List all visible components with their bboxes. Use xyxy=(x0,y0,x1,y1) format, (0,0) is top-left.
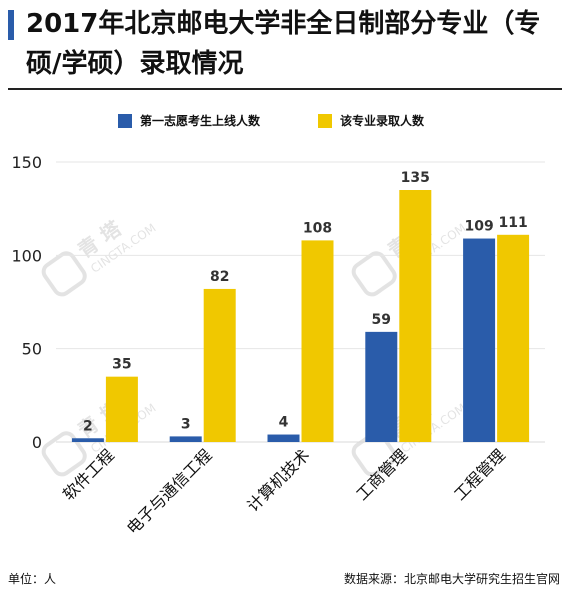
bar-series2 xyxy=(203,288,236,442)
legend-label-series1: 第一志愿考生上线人数 xyxy=(140,114,261,128)
y-tick-label: 150 xyxy=(11,153,42,172)
data-label: 108 xyxy=(303,220,332,236)
y-tick-label: 100 xyxy=(11,246,42,265)
data-label: 2 xyxy=(83,418,93,434)
data-label: 59 xyxy=(372,312,391,328)
legend-swatch-series2 xyxy=(318,113,332,128)
bar-series1 xyxy=(267,434,300,442)
bar-series1 xyxy=(365,331,398,442)
bar-series2 xyxy=(399,190,432,442)
bar-series1 xyxy=(169,436,202,442)
bar-series1 xyxy=(463,238,496,442)
watermark-logo-icon xyxy=(41,431,87,477)
data-label: 82 xyxy=(210,269,229,285)
bar-series2 xyxy=(497,234,530,442)
bar-series2 xyxy=(301,240,334,442)
title-accent-bar xyxy=(8,10,14,40)
title-divider xyxy=(8,88,562,90)
page-title: 2017年北京邮电大学非全日制部分专业（专硕/学硕）录取情况 xyxy=(26,9,541,79)
data-label: 111 xyxy=(498,215,527,231)
unit-note: 单位：人 xyxy=(8,572,57,586)
data-label: 35 xyxy=(112,357,131,373)
chart-legend: 第一志愿考生上线人数 该专业录取人数 xyxy=(0,112,570,132)
bar-series1 xyxy=(71,438,104,442)
source-note: 数据来源：北京邮电大学研究生招生官网 xyxy=(343,572,560,586)
watermark-logo-icon xyxy=(351,431,397,477)
watermark-logo-icon xyxy=(351,251,397,297)
data-label: 4 xyxy=(279,415,289,431)
x-tick-label: 电子与通信工程 xyxy=(123,445,216,538)
x-tick-label: 工商管理 xyxy=(352,445,411,504)
x-tick-label: 计算机技术 xyxy=(243,445,313,515)
x-tick-label: 工程管理 xyxy=(450,445,509,504)
legend-item-series1: 第一志愿考生上线人数 xyxy=(118,112,260,129)
data-label: 109 xyxy=(464,219,493,235)
legend-label-series2: 该专业录取人数 xyxy=(340,114,425,128)
data-label: 3 xyxy=(181,416,191,432)
watermark-logo-icon xyxy=(41,251,87,297)
x-tick-label: 软件工程 xyxy=(59,445,118,504)
y-tick-label: 0 xyxy=(32,433,42,452)
y-tick-label: 50 xyxy=(22,340,42,359)
bar-series2 xyxy=(105,376,138,442)
legend-swatch-series1 xyxy=(118,113,132,128)
data-label: 135 xyxy=(401,170,430,186)
legend-item-series2: 该专业录取人数 xyxy=(318,112,424,129)
